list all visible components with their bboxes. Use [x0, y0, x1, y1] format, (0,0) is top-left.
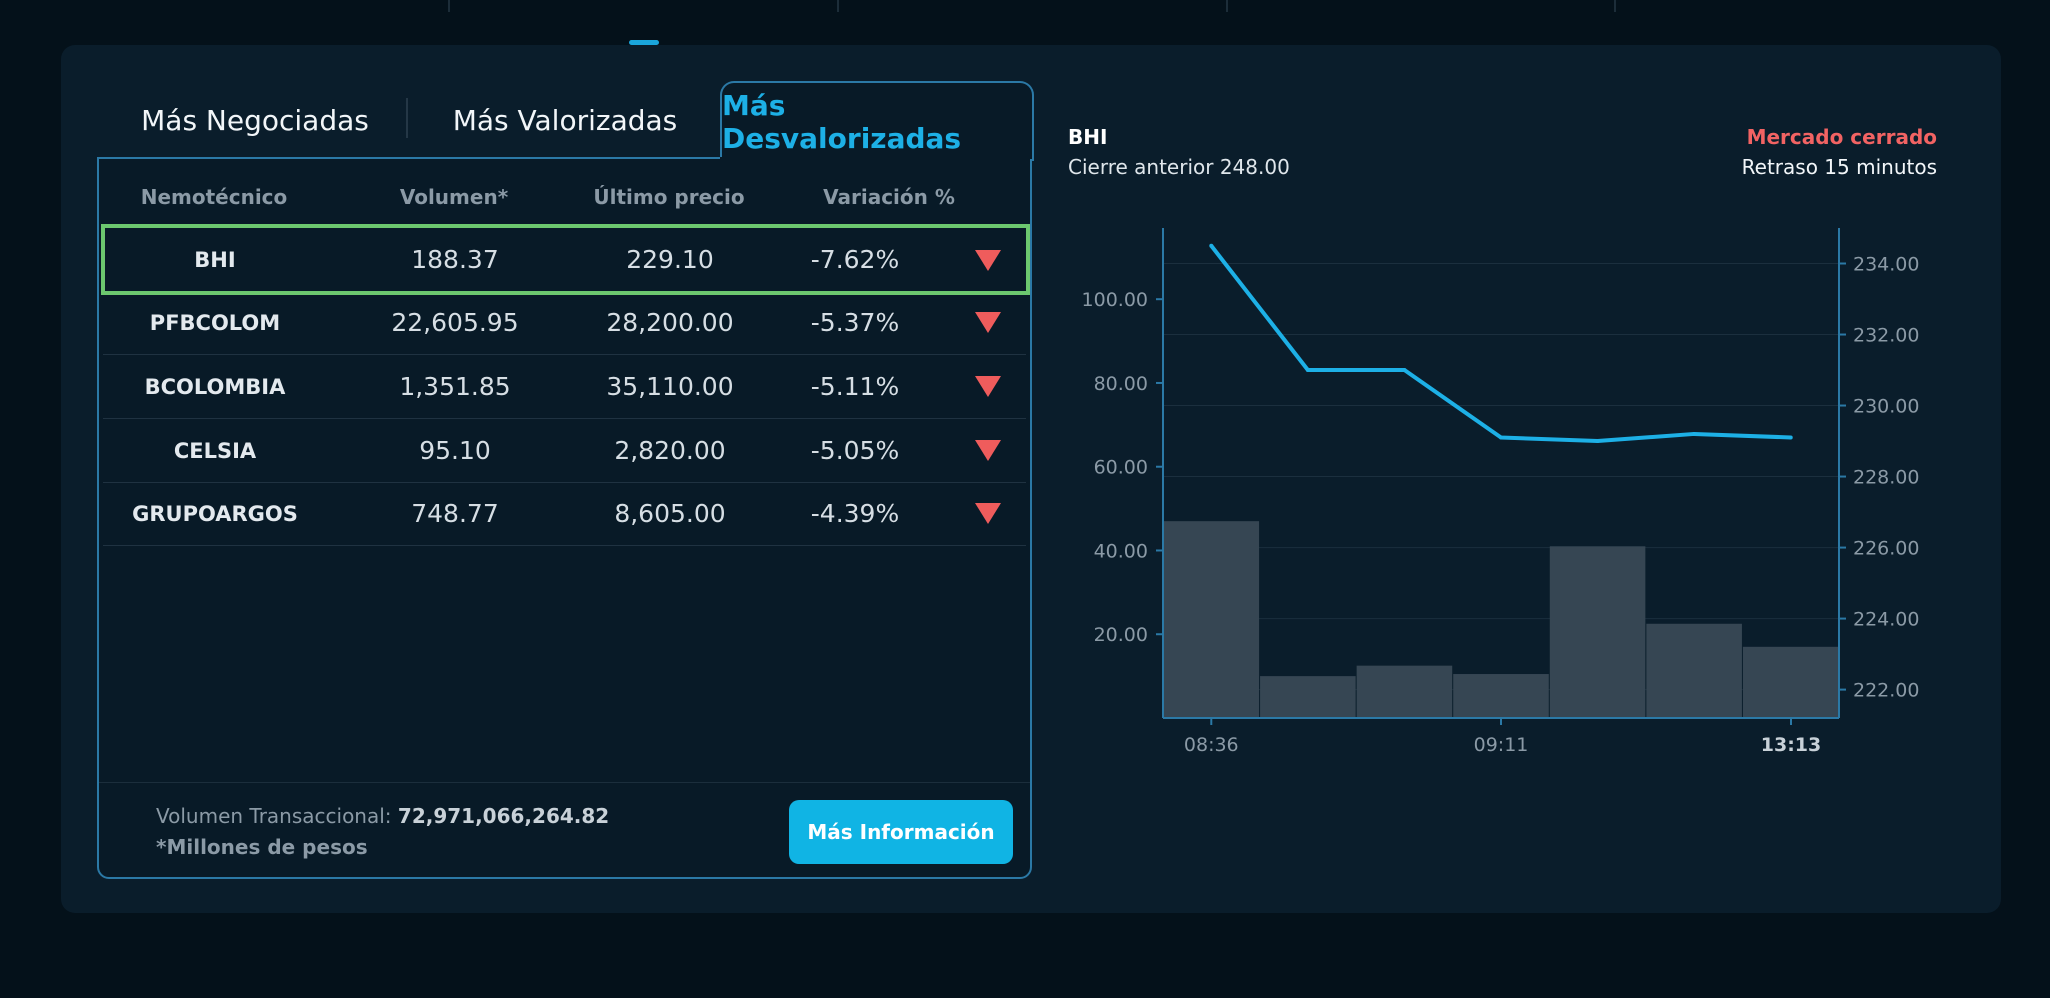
transaction-volume-label: Volumen Transaccional: — [156, 804, 392, 828]
arrow-down-icon — [975, 312, 1001, 333]
millions-note: *Millones de pesos — [156, 835, 368, 859]
volume-bar — [1453, 674, 1549, 718]
right-tick-label: 222.00 — [1853, 680, 1919, 702]
price-point — [1788, 435, 1793, 440]
footer-divider — [99, 782, 1030, 783]
row-change: -4.39% — [810, 499, 900, 528]
left-tick-label: 80.00 — [1094, 373, 1148, 395]
row-volume: 1,351.85 — [399, 372, 511, 401]
tab-mas-negociadas[interactable]: Más Negociadas — [141, 103, 369, 137]
right-tick-label: 232.00 — [1853, 325, 1919, 347]
more-info-button[interactable]: Más Información — [789, 800, 1013, 864]
row-change: -5.05% — [810, 436, 900, 465]
market-status: Mercado cerrado — [1746, 125, 1937, 149]
row-change: -5.11% — [810, 372, 900, 401]
left-tick-label: 40.00 — [1094, 540, 1148, 562]
price-point — [1402, 368, 1407, 373]
volume-bar — [1646, 623, 1742, 718]
table-row[interactable]: BHI 188.37 229.10 -7.62% — [101, 224, 1030, 295]
price-line — [1209, 244, 1791, 444]
arrow-down-icon — [975, 250, 1001, 271]
tab-mas-valorizadas[interactable]: Más Valorizadas — [452, 103, 678, 137]
x-tick-label: 08:36 — [1184, 734, 1239, 756]
right-tick-label: 224.00 — [1853, 609, 1919, 631]
price-point — [1209, 243, 1214, 248]
volume-bar — [1260, 676, 1356, 718]
table-header: Nemotécnico Volumen* Último precio Varia… — [99, 177, 1030, 217]
row-price: 28,200.00 — [606, 308, 734, 337]
tab-divider — [406, 98, 408, 138]
row-volume: 188.37 — [411, 245, 499, 274]
price-volume-chart[interactable]: 20.00 40.00 60.00 80.00 100.00 222.00 224.00 22… — [1068, 220, 1948, 760]
right-tick-label: 228.00 — [1853, 467, 1919, 489]
header-nemotecnico: Nemotécnico — [140, 185, 288, 209]
x-tick-label: 13:13 — [1761, 734, 1821, 756]
row-volume: 22,605.95 — [391, 308, 519, 337]
transaction-volume: Volumen Transaccional: 72,971,066,264.82 — [156, 804, 609, 828]
volume-bar — [1163, 521, 1260, 718]
table-row[interactable]: GRUPOARGOS 748.77 8,605.00 -4.39% — [103, 482, 1026, 546]
row-symbol: GRUPOARGOS — [132, 501, 298, 526]
price-point — [1692, 431, 1697, 436]
table-row[interactable]: BCOLOMBIA 1,351.85 35,110.00 -5.11% — [103, 355, 1026, 419]
right-tick-label: 234.00 — [1853, 254, 1919, 276]
volume-bar — [1549, 546, 1646, 718]
carousel-indicator[interactable] — [629, 40, 659, 45]
previous-close: Cierre anterior 248.00 — [1068, 155, 1290, 179]
table-row[interactable]: CELSIA 95.10 2,820.00 -5.05% — [103, 419, 1026, 483]
price-point — [1595, 439, 1600, 444]
price-point — [1499, 435, 1503, 440]
row-price: 2,820.00 — [614, 436, 726, 465]
left-tick-label: 60.00 — [1094, 457, 1148, 479]
left-tick-label: 100.00 — [1082, 289, 1148, 311]
row-symbol: BHI — [194, 247, 236, 272]
x-tick-label: 09:11 — [1474, 734, 1529, 756]
left-tick-label: 20.00 — [1094, 624, 1148, 646]
row-symbol: BCOLOMBIA — [144, 374, 286, 399]
table-row[interactable]: PFBCOLOM 22,605.95 28,200.00 -5.37% — [103, 291, 1026, 355]
row-price: 229.10 — [626, 245, 714, 274]
header-ultimo-precio: Último precio — [593, 185, 745, 209]
tab-mas-desvalorizadas[interactable]: Más Desvalorizadas — [720, 81, 1034, 161]
row-volume: 748.77 — [411, 499, 499, 528]
delay-notice: Retraso 15 minutos — [1741, 155, 1937, 179]
arrow-down-icon — [975, 376, 1001, 397]
top-dividers — [0, 0, 2050, 14]
header-volumen: Volumen* — [399, 185, 509, 209]
arrow-down-icon — [975, 440, 1001, 461]
row-change: -7.62% — [810, 245, 900, 274]
row-price: 35,110.00 — [606, 372, 734, 401]
row-volume: 95.10 — [419, 436, 491, 465]
arrow-down-icon — [975, 503, 1001, 524]
right-tick-label: 230.00 — [1853, 396, 1919, 418]
row-price: 8,605.00 — [614, 499, 726, 528]
header-variacion: Variación % — [823, 185, 955, 209]
row-symbol: PFBCOLOM — [149, 310, 281, 335]
right-tick-label: 226.00 — [1853, 538, 1919, 560]
chart-symbol: BHI — [1068, 125, 1108, 149]
price-point — [1305, 368, 1310, 373]
row-symbol: CELSIA — [173, 438, 257, 463]
row-change: -5.37% — [810, 308, 900, 337]
stocks-table: Nemotécnico Volumen* Último precio Varia… — [97, 157, 1032, 879]
volume-bar — [1356, 665, 1453, 718]
transaction-volume-value: 72,971,066,264.82 — [397, 804, 610, 828]
volume-bar — [1742, 646, 1839, 718]
